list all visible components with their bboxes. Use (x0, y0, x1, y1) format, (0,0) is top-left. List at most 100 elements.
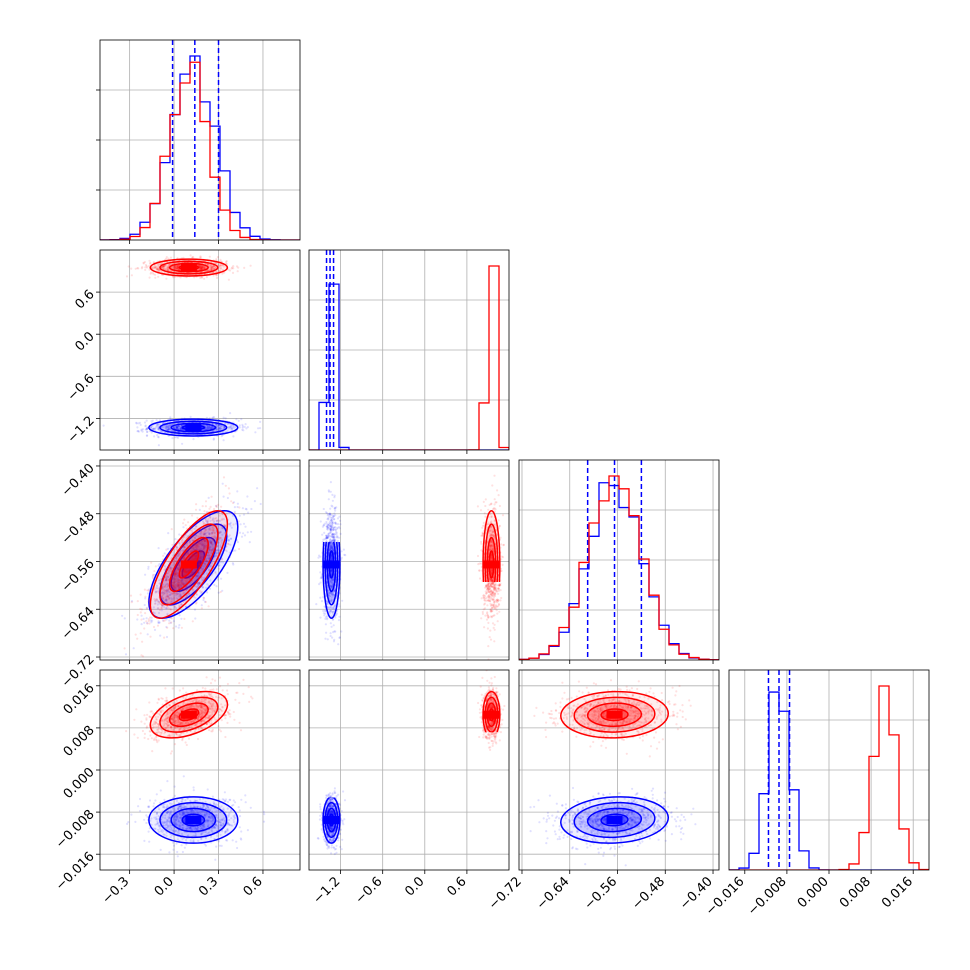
sample-point (161, 587, 164, 590)
sample-point (171, 429, 174, 432)
sample-point (203, 546, 206, 549)
sample-point (324, 536, 328, 539)
sample-point (166, 595, 169, 598)
sample-point (174, 569, 177, 572)
sample-point (328, 513, 332, 517)
sample-point (212, 264, 215, 267)
sample-point (174, 559, 177, 562)
sample-point (191, 255, 194, 259)
sample-point (329, 584, 332, 587)
sample-point (175, 579, 178, 583)
sample-point (491, 594, 494, 598)
sample-point (493, 587, 496, 590)
sample-point (215, 428, 218, 431)
sample-point (215, 276, 219, 279)
sample-point (161, 604, 164, 607)
sample-point (174, 580, 177, 583)
sample-point (315, 603, 318, 606)
sample-point (186, 577, 189, 580)
sample-point (212, 520, 215, 524)
sample-point (205, 276, 208, 279)
sample-point (177, 425, 180, 428)
sample-point (182, 580, 185, 584)
sample-point (176, 436, 180, 439)
sample-point (492, 600, 496, 604)
sample-point (202, 265, 205, 268)
sample-point (327, 536, 330, 539)
sample-point (343, 553, 346, 556)
sample-point (490, 534, 493, 537)
sample-point (167, 590, 170, 594)
sample-point (209, 541, 213, 545)
sample-point (201, 541, 204, 544)
sample-point (165, 618, 168, 621)
sample-point (327, 590, 330, 593)
sample-point (183, 570, 187, 573)
sample-point (329, 547, 332, 550)
sample-point (212, 529, 215, 532)
sample-point (157, 263, 160, 266)
sample-point (237, 266, 240, 269)
sample-point (222, 518, 225, 521)
sample-point (182, 591, 185, 595)
sample-point (151, 427, 155, 430)
sample-point (192, 256, 195, 259)
sample-point (183, 545, 186, 549)
sample-point (177, 554, 180, 558)
sample-point (324, 623, 327, 626)
sample-point (217, 503, 220, 506)
sample-point (329, 599, 332, 602)
sample-point (168, 426, 171, 430)
sample-point (174, 587, 177, 590)
sample-point (336, 523, 340, 526)
sample-point (332, 606, 335, 609)
sample-point (201, 567, 204, 571)
sample-point (493, 607, 496, 610)
sample-point (212, 535, 216, 539)
sample-point (492, 591, 495, 594)
sample-point (176, 593, 179, 596)
sample-point (487, 590, 490, 593)
sample-point (321, 525, 324, 528)
sample-point (209, 515, 212, 519)
sample-point (491, 579, 494, 582)
sample-point (187, 569, 190, 572)
sample-point (203, 267, 206, 270)
sample-point (230, 425, 233, 428)
sample-point (209, 264, 212, 267)
sample-point (233, 510, 236, 513)
sample-point (169, 256, 173, 259)
sample-point (192, 554, 195, 557)
sample-point (327, 524, 330, 527)
sample-point (184, 546, 187, 549)
sample-point (158, 582, 161, 585)
sample-point (192, 558, 196, 561)
sample-point (193, 557, 196, 560)
sample-point (187, 592, 190, 595)
sample-point (333, 494, 336, 497)
sample-point (210, 574, 213, 577)
sample-point (180, 585, 183, 588)
panel-1-0 (96, 249, 301, 454)
sample-point (147, 619, 150, 623)
sample-point (331, 522, 334, 525)
sample-point (331, 533, 334, 536)
sample-point (330, 569, 333, 572)
sample-point (486, 627, 489, 630)
sample-point (155, 265, 158, 268)
sample-point (179, 579, 182, 582)
sample-point (209, 426, 213, 430)
sample-point (198, 541, 201, 544)
sample-point (191, 580, 194, 583)
sample-point (195, 554, 198, 558)
sample-point (162, 265, 165, 268)
sample-point (221, 427, 224, 430)
sample-point (146, 434, 149, 437)
sample-point (182, 574, 185, 577)
sample-point (165, 428, 169, 431)
sample-point (499, 584, 502, 587)
sample-point (163, 268, 166, 271)
sample-point (179, 561, 182, 564)
sample-point (188, 606, 191, 609)
sample-point (204, 540, 207, 543)
